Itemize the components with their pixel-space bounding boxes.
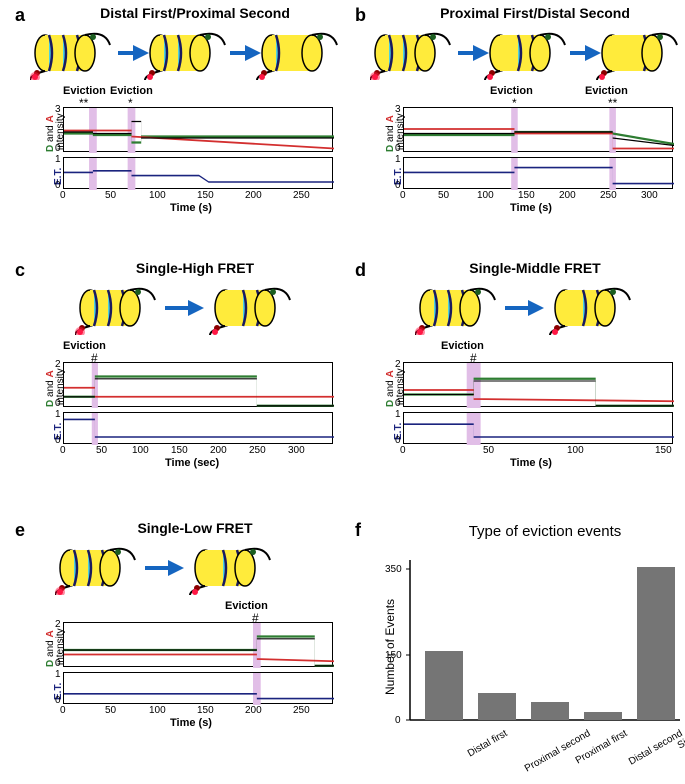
panel-e-label: e (15, 520, 25, 541)
panel-c-title: Single-High FRET (85, 260, 305, 276)
chart-d-et (403, 412, 673, 444)
chart-b-et (403, 157, 673, 189)
panel-f-title: Type of eviction events (415, 523, 675, 540)
chart-c-et (63, 412, 333, 444)
panel-b-label: b (355, 5, 366, 26)
chart-a-et (63, 157, 333, 189)
panel-e-title: Single-Low FRET (85, 520, 305, 536)
eviction-label: Eviction (585, 85, 628, 97)
panel-b-title: Proximal First/Distal Second (405, 5, 665, 21)
chart-a-da (63, 107, 333, 152)
panel-c-schematic (75, 280, 305, 335)
panel-d-title: Single-Middle FRET (425, 260, 645, 276)
eviction-label: Eviction (441, 340, 484, 352)
chart-f-bars (400, 550, 680, 730)
panel-e-schematic (55, 540, 285, 595)
panel-c-label: c (15, 260, 25, 281)
panel-d-label: d (355, 260, 366, 281)
eviction-label: Eviction (225, 600, 268, 612)
panel-b-schematic (370, 25, 680, 80)
panel-a-title: Distal First/Proximal Second (65, 5, 325, 21)
chart-c-da (63, 362, 333, 407)
chart-b-da (403, 107, 673, 152)
panel-a-label: a (15, 5, 25, 26)
panel-a-schematic (30, 25, 340, 80)
eviction-label: Eviction (63, 340, 106, 352)
chart-d-da (403, 362, 673, 407)
panel-f-label: f (355, 520, 361, 541)
panel-d-schematic (415, 280, 645, 335)
chart-e-et (63, 672, 333, 704)
chart-e-da (63, 622, 333, 667)
